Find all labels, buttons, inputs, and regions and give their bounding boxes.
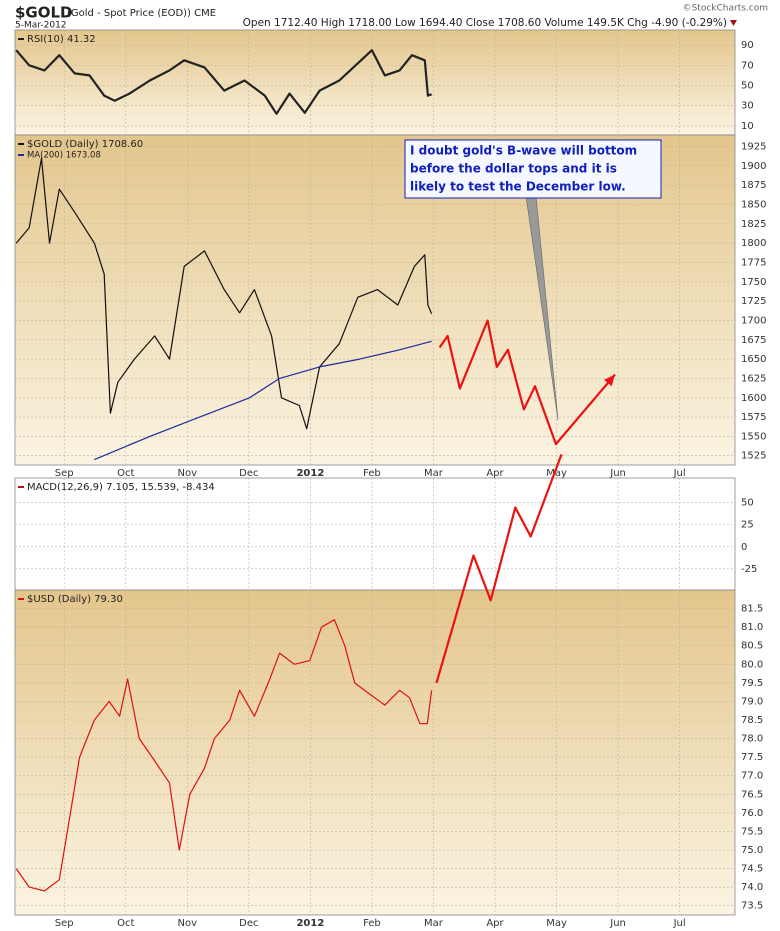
x-tick-label: Apr bbox=[486, 918, 504, 929]
y-tick-label: 0 bbox=[741, 542, 747, 553]
y-tick-label: 10 bbox=[741, 121, 754, 132]
panel-background bbox=[14, 29, 736, 136]
x-tick-label: Oct bbox=[117, 918, 134, 929]
y-tick-label: 78.5 bbox=[741, 715, 763, 726]
y-tick-label: 1850 bbox=[741, 200, 766, 211]
annotation-line: before the dollar tops and it is bbox=[410, 162, 617, 176]
y-tick-label: 1525 bbox=[741, 451, 766, 462]
x-tick-label: Dec bbox=[239, 468, 258, 479]
y-tick-label: 1875 bbox=[741, 180, 766, 191]
y-tick-label: 1700 bbox=[741, 315, 766, 326]
panel-title: RSI(10) 41.32 bbox=[27, 34, 96, 45]
y-tick-label: 1825 bbox=[741, 219, 766, 230]
y-tick-label: 1750 bbox=[741, 277, 766, 288]
down-triangle bbox=[730, 20, 737, 26]
y-tick-label: 50 bbox=[741, 498, 754, 509]
x-tick-label: Mar bbox=[424, 918, 444, 929]
x-tick-label: Feb bbox=[363, 918, 381, 929]
y-tick-label: 79.0 bbox=[741, 696, 763, 707]
y-tick-label: 81.5 bbox=[741, 604, 763, 615]
y-tick-label: 1775 bbox=[741, 258, 766, 269]
x-tick-label: 2012 bbox=[296, 468, 324, 479]
x-tick-label: Apr bbox=[486, 468, 504, 479]
x-tick-label: Mar bbox=[424, 468, 444, 479]
y-tick-label: 1625 bbox=[741, 373, 766, 384]
x-tick-label: Jul bbox=[673, 468, 686, 479]
annotation-line: I doubt gold's B-wave will bottom bbox=[410, 144, 637, 158]
y-tick-label: 90 bbox=[741, 40, 754, 51]
quote: Open 1712.40 High 1718.00 Low 1694.40 Cl… bbox=[243, 17, 727, 29]
y-tick-label: 75.5 bbox=[741, 826, 763, 837]
y-tick-label: 25 bbox=[741, 520, 754, 531]
series-line bbox=[15, 49, 432, 115]
y-tick-label: 73.5 bbox=[741, 901, 763, 912]
y-tick-label: 1900 bbox=[741, 161, 766, 172]
series-line bbox=[435, 454, 563, 684]
series-line bbox=[15, 619, 433, 892]
y-tick-label: -25 bbox=[741, 564, 757, 575]
y-tick-label: 76.0 bbox=[741, 808, 763, 819]
legend-entry: $GOLD (Daily) 1708.60 bbox=[27, 139, 143, 150]
description: (Gold - Spot Price (EOD)) CME bbox=[67, 8, 216, 19]
legend-entry: MA(200) 1673.08 bbox=[27, 151, 101, 161]
symbol: $GOLD bbox=[15, 4, 73, 22]
series-line bbox=[15, 157, 433, 430]
y-tick-label: 80.0 bbox=[741, 659, 763, 670]
x-tick-label: Dec bbox=[239, 918, 258, 929]
arrow-head bbox=[604, 374, 615, 387]
x-tick-label: Jul bbox=[673, 918, 686, 929]
x-tick-label: Jun bbox=[609, 468, 626, 479]
x-tick-label: Sep bbox=[55, 918, 74, 929]
y-tick-label: 1600 bbox=[741, 393, 766, 404]
y-tick-label: 78.0 bbox=[741, 734, 763, 745]
y-tick-label: 1550 bbox=[741, 431, 766, 442]
y-tick-label: 30 bbox=[741, 101, 754, 112]
x-tick-label: Feb bbox=[363, 468, 381, 479]
y-tick-label: 80.5 bbox=[741, 641, 763, 652]
series-line bbox=[94, 340, 432, 461]
date: 5-Mar-2012 bbox=[15, 21, 67, 31]
annotation-line: likely to test the December low. bbox=[410, 180, 626, 194]
y-tick-label: 1650 bbox=[741, 354, 766, 365]
y-tick-label: 1575 bbox=[741, 412, 766, 423]
legend-entry: $USD (Daily) 79.30 bbox=[27, 594, 123, 605]
y-tick-label: 75.0 bbox=[741, 845, 763, 856]
y-tick-label: 76.5 bbox=[741, 789, 763, 800]
y-tick-label: 77.5 bbox=[741, 752, 763, 763]
y-tick-label: 81.0 bbox=[741, 622, 763, 633]
credit: ©StockCharts.com bbox=[683, 4, 768, 14]
panel-title: MACD(12,26,9) 7.105, 15.539, -8.434 bbox=[27, 482, 215, 493]
x-tick-label: Nov bbox=[178, 468, 198, 479]
y-tick-label: 1675 bbox=[741, 335, 766, 346]
y-tick-label: 1800 bbox=[741, 238, 766, 249]
panel-background bbox=[14, 589, 736, 916]
x-tick-label: May bbox=[546, 468, 567, 479]
x-tick-label: Jun bbox=[609, 918, 626, 929]
y-tick-label: 50 bbox=[741, 81, 754, 92]
x-tick-label: May bbox=[546, 918, 567, 929]
y-tick-label: 1925 bbox=[741, 142, 766, 153]
x-tick-label: Nov bbox=[178, 918, 198, 929]
y-tick-label: 74.5 bbox=[741, 864, 763, 875]
x-tick-label: 2012 bbox=[296, 918, 324, 929]
y-tick-label: 74.0 bbox=[741, 882, 763, 893]
series-line bbox=[438, 319, 616, 446]
x-tick-label: Sep bbox=[55, 468, 74, 479]
y-tick-label: 77.0 bbox=[741, 771, 763, 782]
panel-background bbox=[14, 477, 736, 591]
y-tick-label: 1725 bbox=[741, 296, 766, 307]
y-tick-label: 79.5 bbox=[741, 678, 763, 689]
annotation-box bbox=[404, 139, 662, 199]
x-tick-label: Oct bbox=[117, 468, 134, 479]
y-tick-label: 70 bbox=[741, 60, 754, 71]
